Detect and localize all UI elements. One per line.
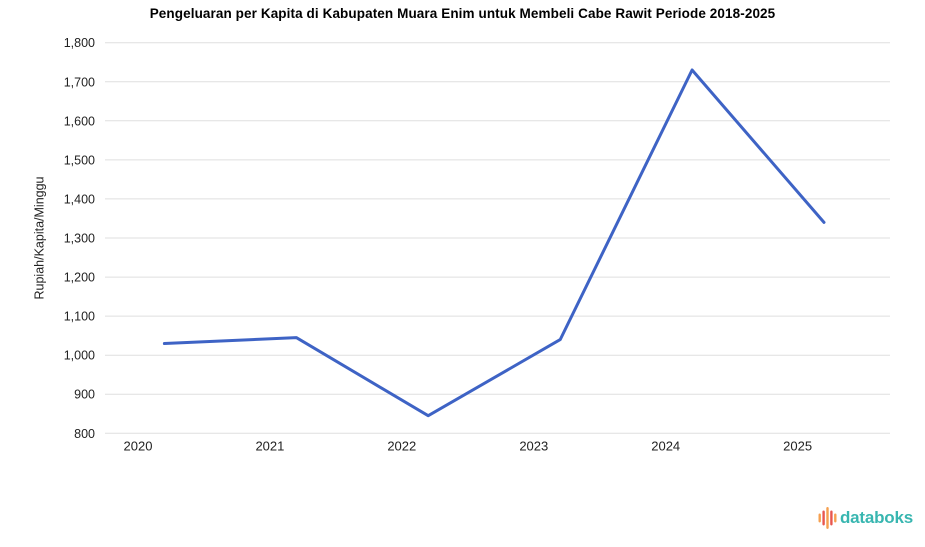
logo-bar — [826, 507, 829, 529]
logo-bar — [834, 513, 837, 523]
chart-title: Pengeluaran per Kapita di Kabupaten Muar… — [149, 6, 776, 21]
x-tick-label: 2023 — [519, 438, 548, 453]
y-tick-label: 1,400 — [64, 192, 95, 206]
y-tick-label: 900 — [74, 388, 95, 402]
x-tick-label: 2020 — [124, 438, 153, 453]
databoks-logo-text: databoks — [839, 508, 913, 527]
y-tick-label: 1,800 — [64, 36, 95, 50]
y-tick-label: 800 — [74, 427, 95, 441]
x-tick-label: 2025 — [783, 438, 812, 453]
y-tick-label: 1,000 — [64, 349, 95, 363]
y-tick-label: 1,100 — [64, 310, 95, 324]
databoks-logo: databoks — [818, 506, 913, 530]
x-tick-label: 2024 — [651, 438, 680, 453]
y-tick-label: 1,600 — [64, 114, 95, 128]
databoks-bars-icon — [818, 507, 837, 529]
y-tick-label: 1,200 — [64, 271, 95, 285]
logo-bar — [818, 513, 821, 523]
logo-bar — [830, 510, 833, 526]
data-line — [162, 68, 826, 418]
x-tick-label: 2021 — [255, 438, 284, 453]
logo-bar — [822, 510, 825, 526]
y-tick-label: 1,500 — [64, 153, 95, 167]
y-tick-label: 1,300 — [64, 232, 95, 246]
x-tick-label: 2022 — [387, 438, 416, 453]
y-tick-label: 1,700 — [64, 75, 95, 89]
